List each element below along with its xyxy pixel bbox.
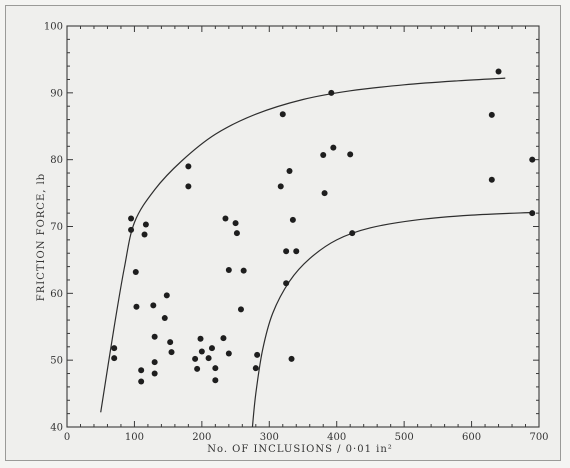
y-tick-label: 50 [50,356,63,367]
data-point [205,355,212,362]
data-point [283,280,290,287]
data-point [277,183,284,190]
data-point [288,355,295,362]
data-point [208,345,215,352]
data-point [488,111,495,118]
x-axis-label: No. OF INCLUSIONS / 0·01 in² [207,444,393,455]
x-tick-label: 300 [260,432,279,443]
data-point [495,68,502,75]
data-point [168,349,175,356]
data-point [220,335,227,342]
x-tick-label: 0 [64,432,70,443]
data-point [283,248,290,255]
data-point [128,226,135,233]
data-point [320,151,327,158]
data-point [194,365,201,372]
data-point [279,111,286,118]
data-point [197,335,204,342]
y-tick-label: 100 [44,22,63,33]
data-point [138,367,145,374]
data-point [151,359,158,366]
y-tick-label: 70 [50,222,63,233]
data-point [141,231,148,238]
data-point [128,215,135,222]
data-point [225,350,232,357]
data-point [330,144,337,151]
data-point [347,151,354,158]
data-point [225,266,232,273]
data-point [132,268,139,275]
upper-envelope-curve [100,77,506,413]
y-tick-label: 90 [50,88,63,99]
data-point [240,267,247,274]
x-tick-label: 600 [462,432,481,443]
data-point [321,190,328,197]
chart-frame [5,5,561,461]
data-point [185,183,192,190]
data-point [232,220,239,227]
data-points [111,68,536,385]
x-tick-label: 700 [529,432,548,443]
data-point [237,306,244,313]
plot-area-border [66,25,540,428]
x-tick-label: 200 [192,432,211,443]
data-point [198,348,205,355]
y-tick-label: 60 [50,289,63,300]
tick-marks [66,25,540,428]
x-tick-label: 500 [395,432,414,443]
y-tick-label: 80 [50,155,63,166]
data-point [254,351,261,358]
data-point [349,230,356,237]
data-point [289,216,296,223]
x-tick-label: 100 [125,432,144,443]
data-point [192,355,199,362]
data-point [488,176,495,183]
data-point [111,355,118,362]
data-point [212,377,219,384]
data-point [529,210,536,217]
data-point [163,292,170,299]
data-point [185,163,192,170]
data-point [286,168,293,175]
data-point [328,89,335,96]
data-point [252,365,259,372]
tick-labels: 0 100 200 300 400 500 600 700 40 50 60 70 80 90 100 [44,22,549,444]
data-point [233,230,240,237]
data-point [138,378,145,385]
lower-envelope-curve [251,211,533,428]
y-axis-label: FRICTION FORCE, lb [36,173,47,301]
data-point [150,302,157,309]
data-point [293,248,300,255]
data-point [142,221,149,228]
y-tick-label: 40 [50,423,63,434]
data-point [151,370,158,377]
data-point [151,333,158,340]
axes [66,25,540,428]
data-point [529,156,536,163]
envelope-curves [100,77,533,428]
data-point [133,303,140,310]
data-point [212,365,219,372]
data-point [111,345,118,352]
data-point [161,315,168,322]
data-point [222,215,229,222]
x-tick-label: 400 [327,432,346,443]
data-point [167,339,174,346]
